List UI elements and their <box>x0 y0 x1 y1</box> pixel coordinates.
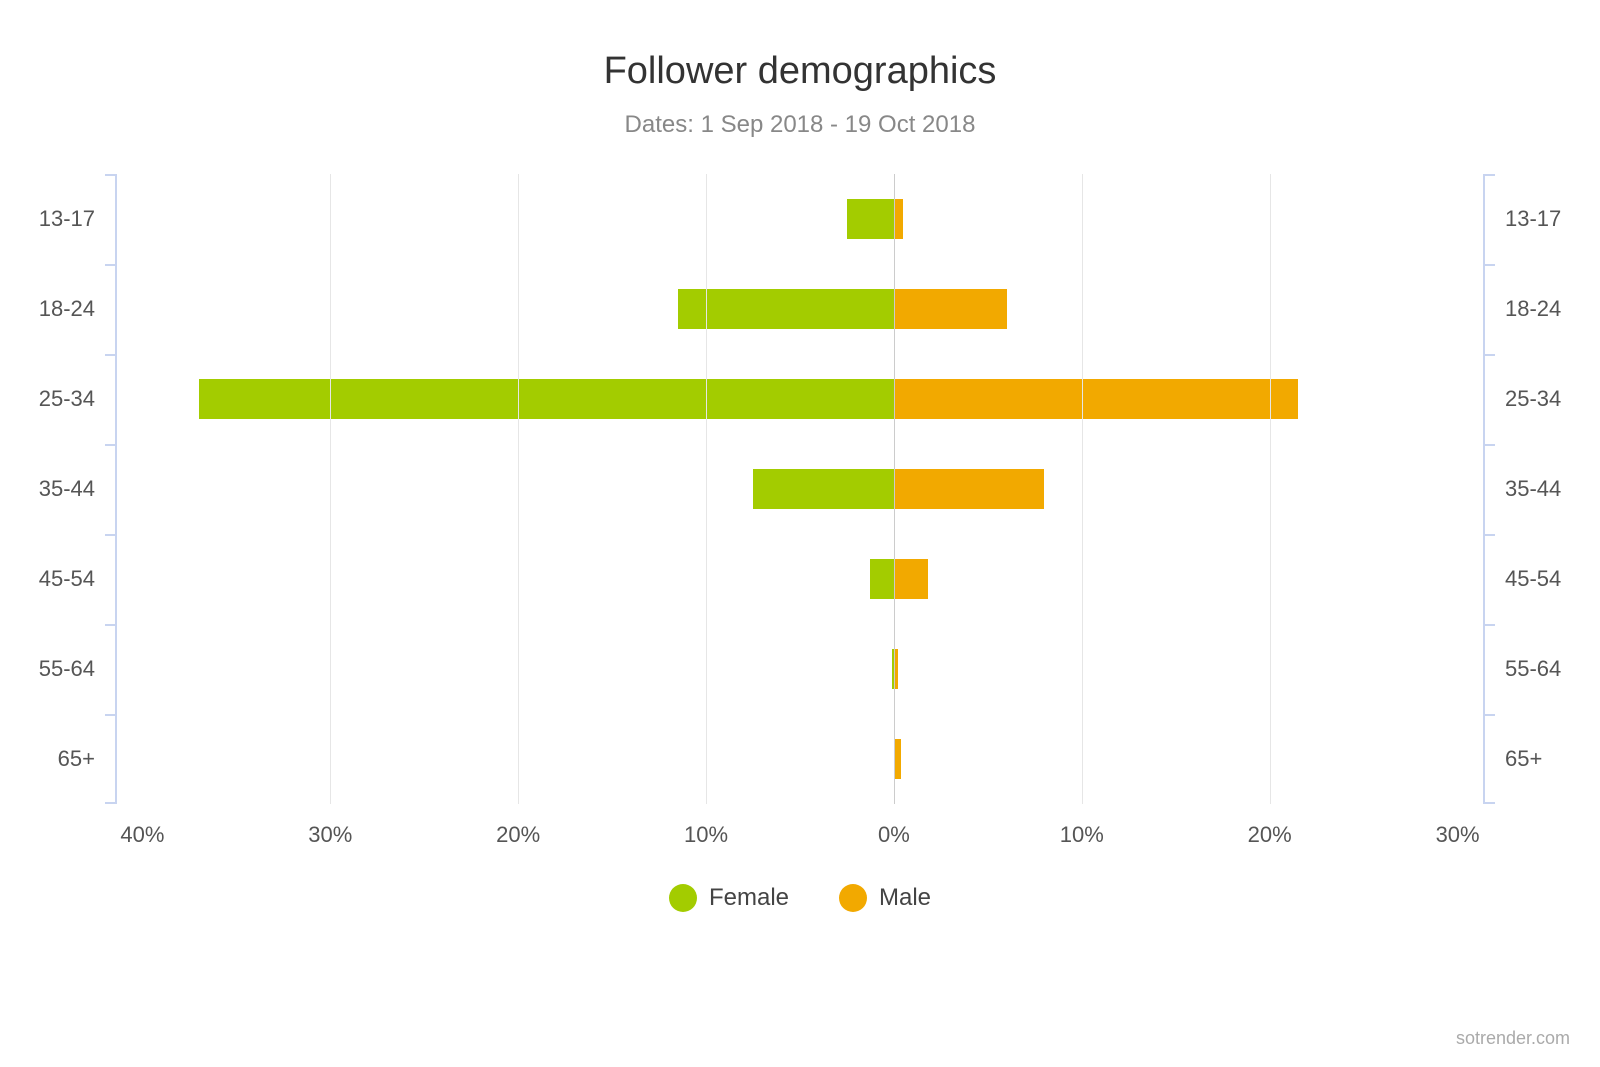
y-tick <box>105 534 115 536</box>
x-axis-labels: 40% 30% 20% 10% 0% 10% 20% 30% <box>115 804 1485 854</box>
gridline <box>330 174 331 804</box>
y-tick <box>1485 802 1495 804</box>
bar-row: 13-1713-17 <box>115 174 1485 264</box>
bar-row: 55-6455-64 <box>115 624 1485 714</box>
y-label-right: 45-54 <box>1505 566 1561 592</box>
y-label-left: 18-24 <box>39 296 95 322</box>
y-tick <box>1485 534 1495 536</box>
legend-item[interactable]: Female <box>669 884 789 912</box>
y-tick <box>105 264 115 266</box>
x-tick-label: 40% <box>120 822 164 848</box>
x-tick-label: 0% <box>878 822 910 848</box>
x-tick-label: 10% <box>1060 822 1104 848</box>
bar-row: 25-3425-34 <box>115 354 1485 444</box>
x-tick-label: 30% <box>308 822 352 848</box>
bar-female <box>870 559 894 599</box>
y-label-left: 35-44 <box>39 476 95 502</box>
y-tick <box>105 444 115 446</box>
y-label-right: 13-17 <box>1505 206 1561 232</box>
gridline <box>706 174 707 804</box>
y-tick <box>105 624 115 626</box>
y-label-right: 65+ <box>1505 746 1542 772</box>
y-tick <box>1485 264 1495 266</box>
bar-male <box>894 739 902 779</box>
y-label-left: 65+ <box>58 746 95 772</box>
bar-row: 18-2418-24 <box>115 264 1485 354</box>
bar-row: 65+65+ <box>115 714 1485 804</box>
bar-female <box>199 379 894 419</box>
gridline <box>518 174 519 804</box>
y-tick <box>105 714 115 716</box>
bar-row: 45-5445-54 <box>115 534 1485 624</box>
watermark: sotrender.com <box>1456 1028 1570 1049</box>
bar-row: 35-4435-44 <box>115 444 1485 534</box>
y-tick <box>105 354 115 356</box>
y-tick <box>1485 624 1495 626</box>
chart-container: Follower demographics Dates: 1 Sep 2018 … <box>70 50 1530 917</box>
bar-male <box>894 379 1298 419</box>
bar-rows: 13-1713-1718-2418-2425-3425-3435-4435-44… <box>115 174 1485 804</box>
y-label-right: 18-24 <box>1505 296 1561 322</box>
chart-title: Follower demographics <box>70 50 1530 93</box>
y-tick <box>1485 354 1495 356</box>
y-tick <box>105 174 115 176</box>
y-tick <box>1485 174 1495 176</box>
y-label-left: 55-64 <box>39 656 95 682</box>
y-tick <box>1485 444 1495 446</box>
y-label-left: 45-54 <box>39 566 95 592</box>
bar-male <box>894 199 903 239</box>
y-tick <box>1485 714 1495 716</box>
x-tick-label: 20% <box>1248 822 1292 848</box>
x-tick-label: 10% <box>684 822 728 848</box>
plot-area: 13-1713-1718-2418-2425-3425-3435-4435-44… <box>115 174 1485 804</box>
y-label-left: 25-34 <box>39 386 95 412</box>
gridline <box>894 174 895 804</box>
gridline <box>1270 174 1271 804</box>
y-tick <box>105 802 115 804</box>
gridline <box>1082 174 1083 804</box>
legend-item[interactable]: Male <box>839 884 931 912</box>
legend: Female Male <box>70 884 1530 917</box>
x-tick-label: 20% <box>496 822 540 848</box>
y-label-right: 25-34 <box>1505 386 1561 412</box>
legend-label: Female <box>709 884 789 912</box>
x-tick-label: 30% <box>1436 822 1480 848</box>
y-label-right: 35-44 <box>1505 476 1561 502</box>
legend-dot-icon <box>669 884 697 912</box>
bar-male <box>894 559 928 599</box>
bar-male <box>894 469 1044 509</box>
chart-subtitle: Dates: 1 Sep 2018 - 19 Oct 2018 <box>70 111 1530 139</box>
y-label-right: 55-64 <box>1505 656 1561 682</box>
legend-dot-icon <box>839 884 867 912</box>
bar-male <box>894 289 1007 329</box>
bar-female <box>678 289 894 329</box>
bar-female <box>753 469 894 509</box>
y-label-left: 13-17 <box>39 206 95 232</box>
legend-label: Male <box>879 884 931 912</box>
bar-female <box>847 199 894 239</box>
